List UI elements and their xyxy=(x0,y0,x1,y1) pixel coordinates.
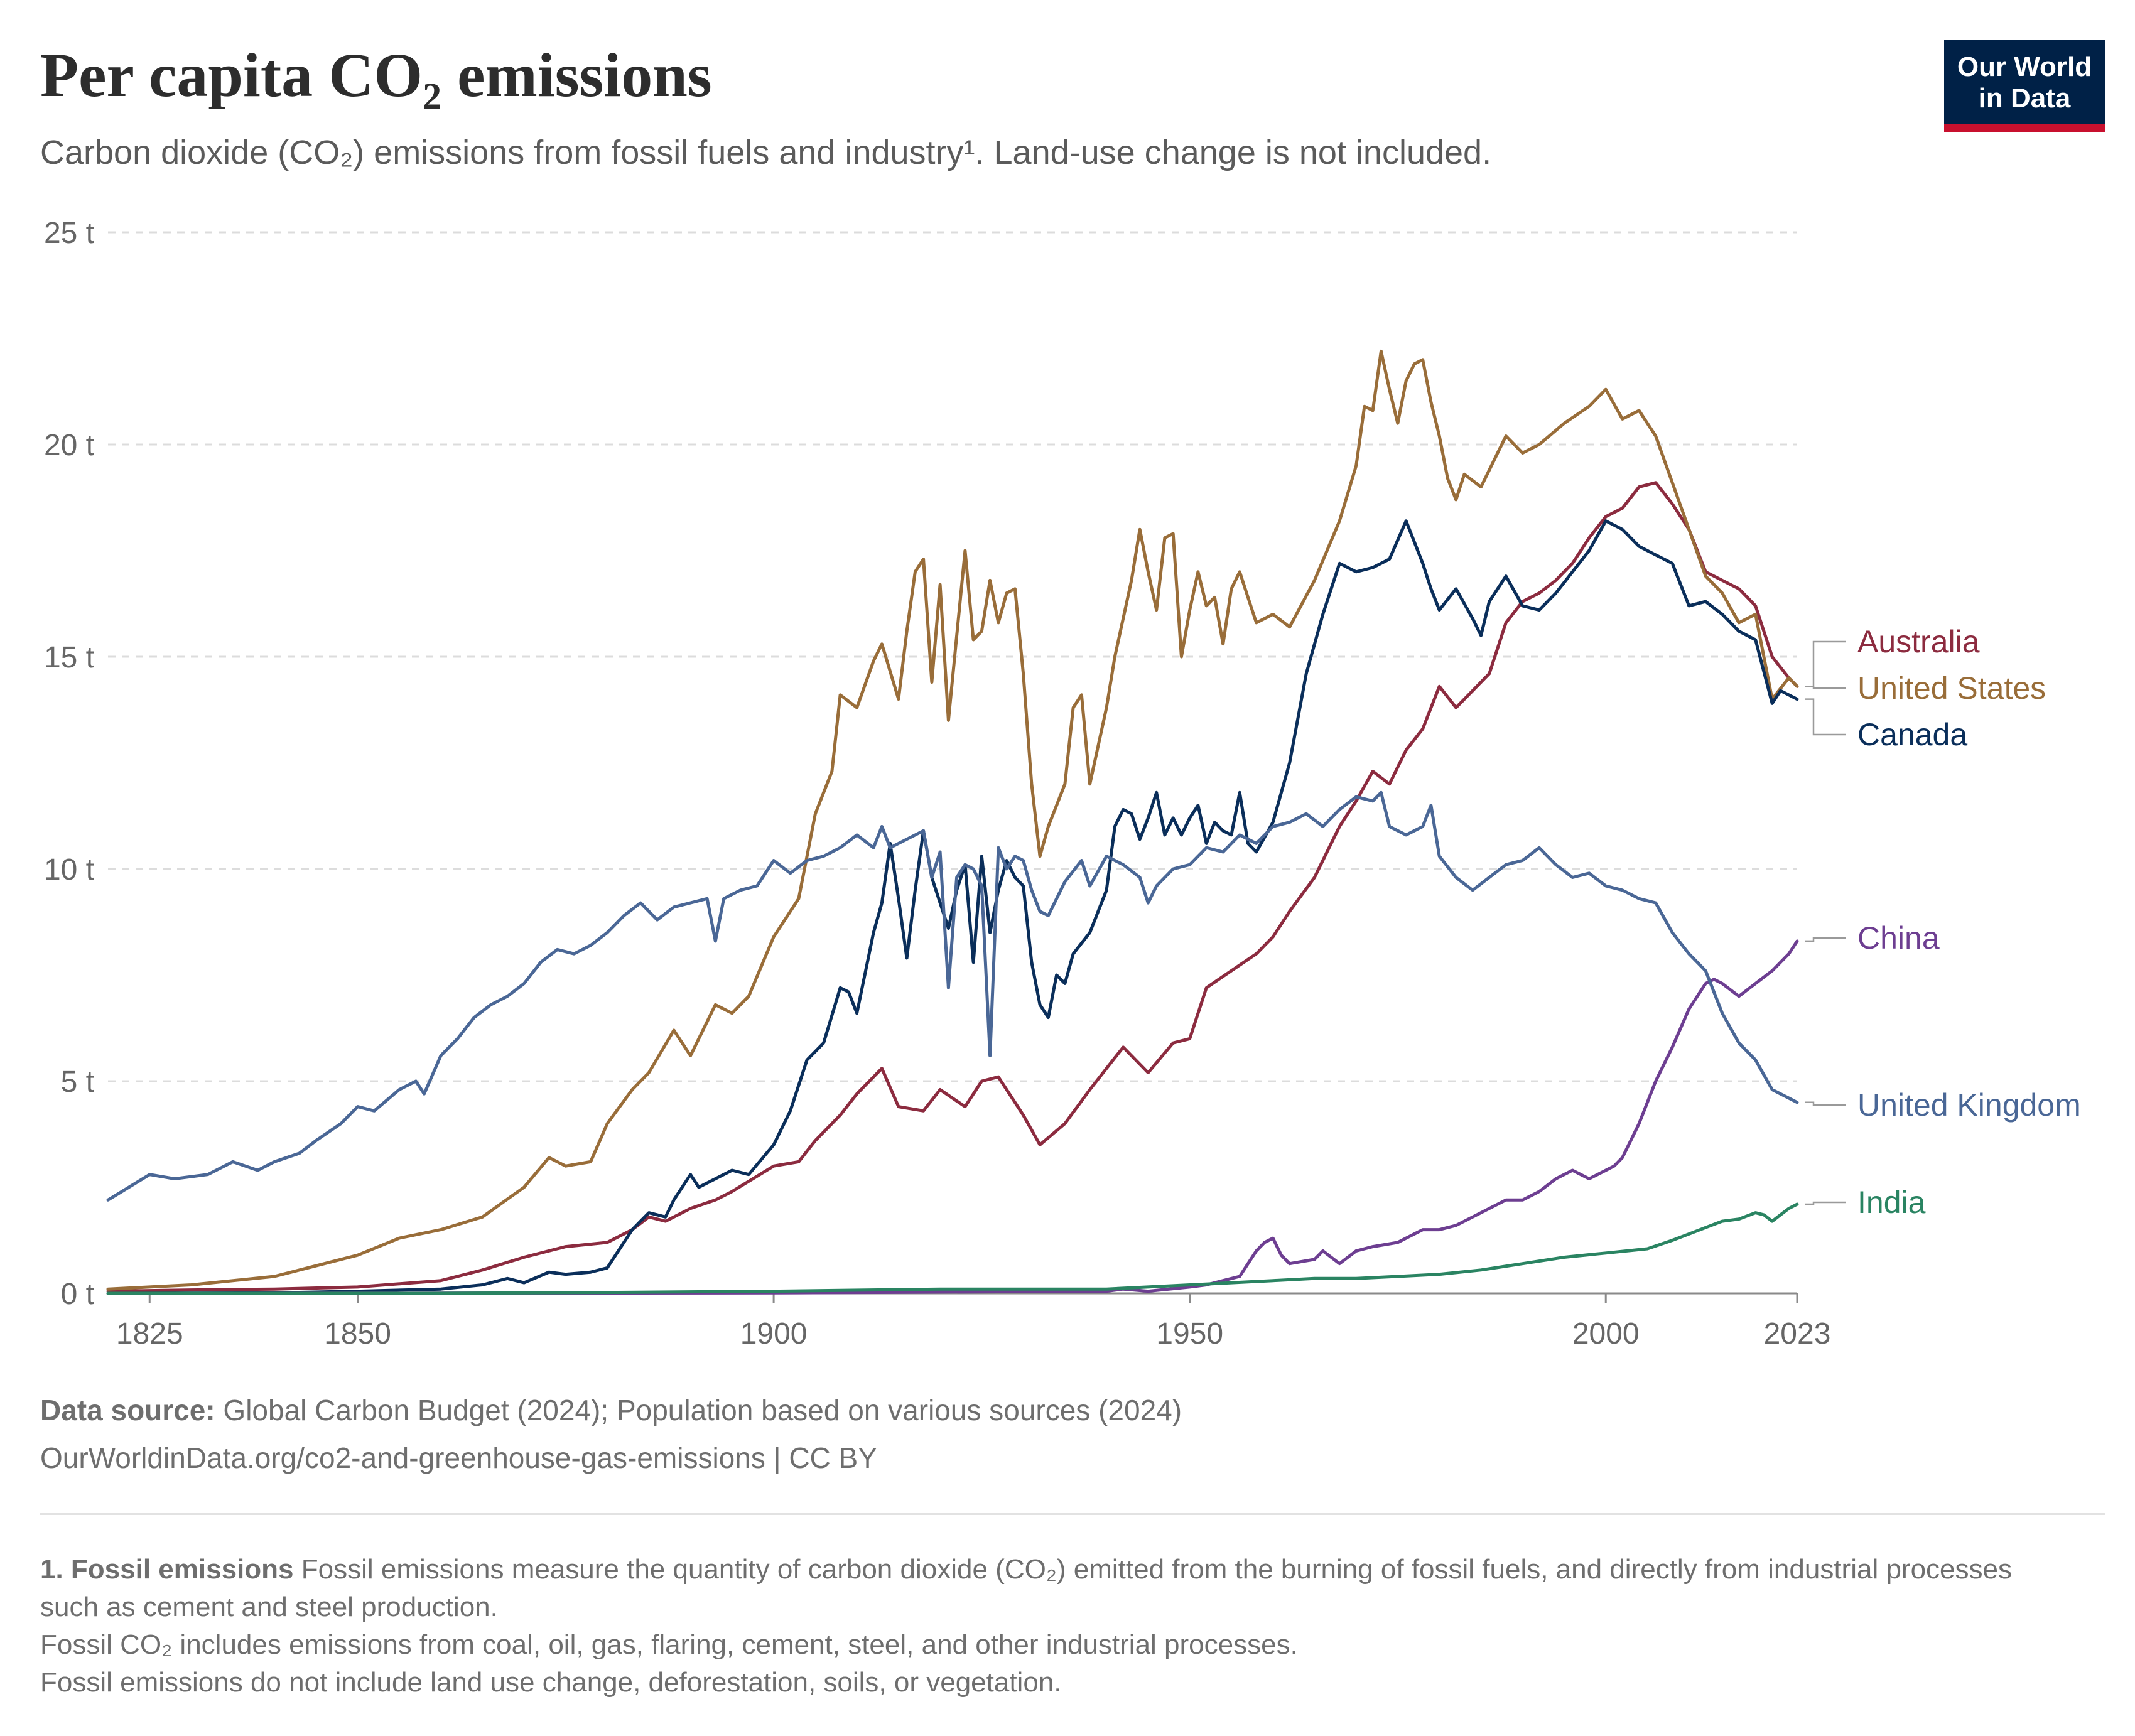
label-connector xyxy=(1805,1201,1846,1205)
chart-title: Per capita CO₂ emissions xyxy=(40,40,712,110)
series-label: Canada xyxy=(1857,717,1967,752)
y-tick-label: 10 t xyxy=(44,853,94,887)
footnote-label: 1. Fossil emissions xyxy=(40,1554,294,1585)
label-connector xyxy=(1805,1101,1846,1106)
series-label: United Kingdom xyxy=(1857,1087,2081,1123)
x-tick-label: 2023 xyxy=(1764,1317,1831,1351)
x-tick-label: 1900 xyxy=(740,1317,808,1351)
y-tick-label: 15 t xyxy=(44,641,94,674)
source-label: Data source: xyxy=(40,1394,215,1426)
series-label: United States xyxy=(1857,671,2046,706)
source-block: Data source: Global Carbon Budget (2024)… xyxy=(40,1386,1182,1482)
x-tick-label: 2000 xyxy=(1572,1317,1640,1351)
x-tick-label: 1850 xyxy=(324,1317,391,1351)
source-text: Global Carbon Budget (2024); Population … xyxy=(215,1394,1182,1426)
line-chart: 0 t 5 t 10 t 15 t 20 t 25 t 1825 1850 1900 1950 2… xyxy=(44,217,2081,1351)
footnote-text: Fossil emissions measure the quantity of… xyxy=(40,1554,2012,1622)
footnote: 1. Fossil emissions Fossil emissions mea… xyxy=(40,1551,2068,1701)
y-tick-label: 20 t xyxy=(44,429,94,462)
logo-line-2: in Data xyxy=(1978,83,2071,114)
y-tick-label: 0 t xyxy=(61,1278,94,1311)
series-line xyxy=(106,349,1799,1291)
footnote-line-3: Fossil emissions do not include land use… xyxy=(40,1667,1062,1698)
series-label: India xyxy=(1857,1185,1926,1220)
footnote-line-2: Fossil CO₂ includes emissions from coal,… xyxy=(40,1629,1298,1660)
series-line xyxy=(106,519,1799,1295)
label-connector xyxy=(1805,640,1846,687)
label-connector xyxy=(1805,698,1846,736)
series-line xyxy=(106,939,1799,1295)
divider xyxy=(40,1513,2105,1515)
label-connector xyxy=(1805,686,1846,689)
gridlines xyxy=(108,231,1797,1082)
series-line xyxy=(106,1202,1799,1295)
series-line xyxy=(106,790,1799,1202)
y-tick-label: 25 t xyxy=(44,217,94,250)
logo-line-1: Our World xyxy=(1957,51,2092,82)
y-tick-label: 5 t xyxy=(61,1065,94,1099)
series-line xyxy=(106,481,1799,1293)
x-axis: 1825 1850 1900 1950 2000 2023 xyxy=(108,1292,1831,1351)
label-connector xyxy=(1805,937,1846,942)
x-tick-label: 1825 xyxy=(116,1317,183,1351)
series-label: Australia xyxy=(1857,624,1980,659)
owid-logo[interactable]: Our World in Data xyxy=(1944,40,2105,132)
x-tick-label: 1950 xyxy=(1156,1317,1223,1351)
series-lines xyxy=(106,349,1799,1295)
series-label: China xyxy=(1857,920,1940,956)
chart-subtitle: Carbon dioxide (CO₂) emissions from foss… xyxy=(40,134,1492,171)
source-link[interactable]: OurWorldinData.org/co2-and-greenhouse-ga… xyxy=(40,1442,877,1474)
y-axis-ticks: 0 t 5 t 10 t 15 t 20 t 25 t xyxy=(44,217,94,1311)
series-labels: Australia United States Canada China United … xyxy=(1805,624,2081,1220)
